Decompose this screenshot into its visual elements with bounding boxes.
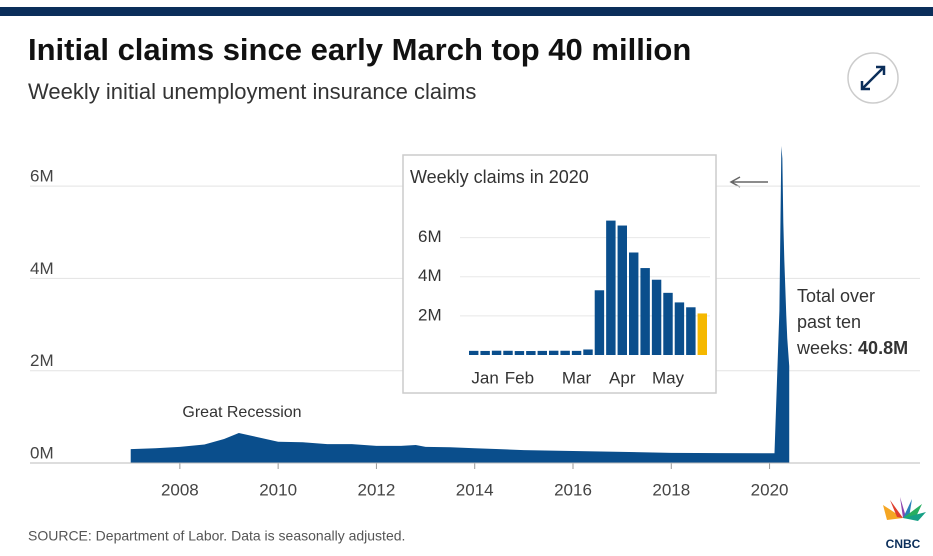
annotation: weeks: 40.8M bbox=[796, 338, 908, 358]
x-tick-label: 2010 bbox=[259, 480, 297, 499]
bar bbox=[617, 225, 627, 355]
chart-subtitle: Weekly initial unemployment insurance cl… bbox=[28, 79, 476, 104]
y-tick-label: 0M bbox=[30, 443, 54, 462]
y-tick-label: 4M bbox=[30, 259, 54, 278]
bar bbox=[629, 252, 639, 355]
logo: CNBC bbox=[883, 497, 926, 551]
bar bbox=[697, 313, 707, 355]
x-tick-label: May bbox=[652, 368, 685, 387]
x-tick-label: 2008 bbox=[161, 480, 199, 499]
bar bbox=[491, 350, 502, 355]
chart-title: Initial claims since early March top 40 … bbox=[28, 32, 691, 67]
inset-arrow bbox=[729, 176, 768, 188]
bar bbox=[583, 349, 593, 355]
bar bbox=[526, 351, 536, 355]
header-bar bbox=[0, 7, 933, 16]
bar bbox=[674, 302, 685, 355]
x-tick-label: Feb bbox=[505, 368, 534, 387]
bar bbox=[594, 290, 605, 355]
bar bbox=[537, 350, 547, 355]
x-tick-label: Apr bbox=[609, 368, 636, 387]
x-tick-label: 2020 bbox=[751, 480, 789, 499]
annotation: Total over bbox=[797, 286, 875, 306]
annotation: past ten bbox=[797, 312, 861, 332]
y-tick-label: 2M bbox=[418, 305, 442, 324]
bar bbox=[503, 350, 513, 355]
x-tick-label: 2018 bbox=[652, 480, 690, 499]
y-tick-label: 4M bbox=[418, 266, 442, 285]
bar bbox=[480, 350, 490, 355]
y-tick-label: 6M bbox=[418, 227, 442, 246]
inset-panel bbox=[402, 154, 717, 394]
x-tick-label: 2012 bbox=[358, 480, 396, 499]
source-note: SOURCE: Department of Labor. Data is sea… bbox=[28, 528, 405, 544]
y-tick-label: 2M bbox=[30, 351, 54, 370]
bar bbox=[663, 292, 673, 355]
annotation: Great Recession bbox=[182, 404, 301, 421]
bar bbox=[514, 351, 525, 355]
y-tick-label: 6M bbox=[30, 167, 54, 186]
inset-title: Weekly claims in 2020 bbox=[410, 167, 589, 187]
x-tick-label: Jan bbox=[471, 368, 498, 387]
bar bbox=[560, 350, 570, 355]
expand-button[interactable] bbox=[847, 52, 899, 104]
annotation-text: weeks: bbox=[796, 338, 853, 358]
x-tick-label: Mar bbox=[562, 368, 592, 387]
bar bbox=[651, 279, 662, 355]
annotation-value: 40.8M bbox=[858, 338, 908, 358]
logo-text: CNBC bbox=[886, 537, 921, 551]
bar bbox=[549, 350, 559, 355]
bar bbox=[686, 307, 696, 355]
bar bbox=[571, 350, 582, 355]
x-tick-label: 2014 bbox=[456, 480, 494, 499]
bar bbox=[640, 268, 650, 355]
bar bbox=[469, 350, 479, 355]
x-tick-label: 2016 bbox=[554, 480, 592, 499]
bar bbox=[606, 220, 616, 355]
